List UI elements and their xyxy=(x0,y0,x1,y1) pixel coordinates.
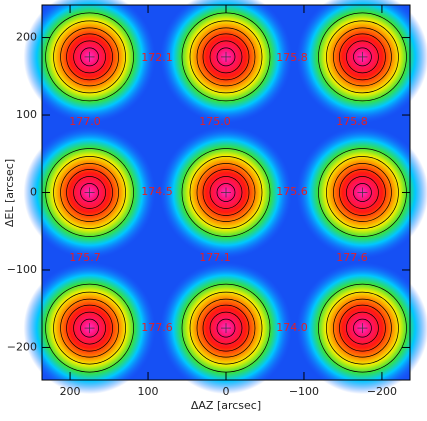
contour xyxy=(189,156,263,229)
contour xyxy=(66,169,113,216)
annotation: 177.6 xyxy=(141,321,173,334)
beam xyxy=(296,262,427,395)
beam xyxy=(296,0,427,123)
contour xyxy=(189,20,263,94)
contour xyxy=(339,33,386,81)
contour xyxy=(209,40,243,74)
contour xyxy=(318,283,407,373)
x-tick-label: −200 xyxy=(367,385,397,398)
contour xyxy=(53,156,126,229)
contour xyxy=(73,40,106,74)
y-tick-label: −100 xyxy=(7,263,37,276)
contour xyxy=(326,156,399,229)
beam xyxy=(23,0,156,123)
contour xyxy=(196,163,256,222)
contour xyxy=(339,169,386,216)
beam xyxy=(160,0,292,123)
x-tick-label: −100 xyxy=(289,385,319,398)
annotation: 177.0 xyxy=(69,115,101,128)
contour xyxy=(60,163,119,222)
annotation: 177.1 xyxy=(199,251,231,264)
contour xyxy=(333,163,392,222)
contour xyxy=(346,40,379,74)
annotation: 175.8 xyxy=(336,115,368,128)
contour xyxy=(53,20,126,94)
beam xyxy=(23,262,156,395)
contour xyxy=(66,33,113,81)
contour xyxy=(318,12,407,102)
annotation: 175.6 xyxy=(276,185,308,198)
contour xyxy=(196,27,256,87)
contour xyxy=(73,311,106,345)
contour xyxy=(353,183,372,202)
annotation: 172.1 xyxy=(141,51,173,64)
contour xyxy=(60,298,119,358)
contour xyxy=(333,298,392,358)
y-tick-label: 200 xyxy=(16,31,37,44)
annotation: 175.7 xyxy=(69,251,101,264)
contour xyxy=(353,47,372,67)
beam xyxy=(23,126,156,259)
contour xyxy=(209,176,243,209)
beam xyxy=(160,262,292,395)
y-axis-label: ΔEL [arcsec] xyxy=(3,159,16,227)
annotation: 175.0 xyxy=(199,115,231,128)
contour xyxy=(326,20,399,94)
contour xyxy=(80,183,99,202)
contour xyxy=(53,291,126,365)
contour xyxy=(80,47,99,67)
contour xyxy=(45,12,134,102)
contour xyxy=(353,318,372,338)
contour xyxy=(73,176,106,209)
beam-heat xyxy=(296,0,427,123)
x-tick-label: 0 xyxy=(223,385,230,398)
contour xyxy=(189,291,263,365)
contour xyxy=(333,27,392,87)
contour xyxy=(60,27,119,87)
contour xyxy=(196,298,256,358)
contour xyxy=(66,304,113,352)
annotation: 175.8 xyxy=(276,51,308,64)
y-tick-label: −200 xyxy=(7,340,37,353)
contour xyxy=(346,311,379,345)
contour xyxy=(209,311,243,345)
y-tick-label: 100 xyxy=(16,108,37,121)
contour xyxy=(80,318,99,338)
contour xyxy=(326,291,399,365)
contour xyxy=(202,169,250,216)
contour xyxy=(339,304,386,352)
y-tick-label: 0 xyxy=(30,186,37,199)
x-tick-label: 100 xyxy=(138,385,159,398)
beam xyxy=(160,126,292,259)
contour xyxy=(45,283,134,373)
contour xyxy=(216,318,236,338)
annotation: 174.0 xyxy=(276,321,308,334)
x-tick-label: 200 xyxy=(60,385,81,398)
contour xyxy=(216,183,236,202)
contour xyxy=(202,304,250,352)
x-axis-label: ΔAZ [arcsec] xyxy=(191,399,261,412)
contour xyxy=(216,47,236,67)
contour xyxy=(181,148,271,237)
annotation: 177.6 xyxy=(336,251,368,264)
annotation: 174.5 xyxy=(141,185,173,198)
contour xyxy=(202,33,250,81)
contour xyxy=(346,176,379,209)
